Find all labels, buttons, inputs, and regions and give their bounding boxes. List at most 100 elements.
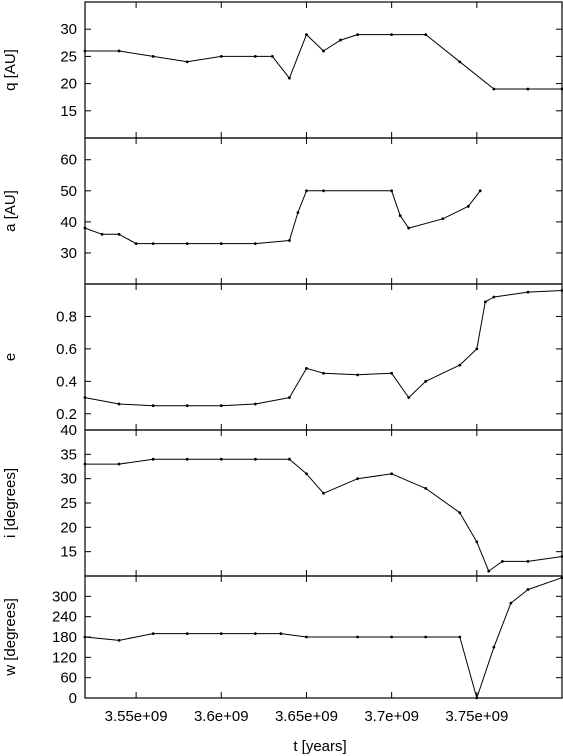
panel-a-point [134, 242, 138, 246]
panel-a: 30 40 50 60 a [AU] [2, 137, 563, 285]
panel-w-point [117, 638, 121, 642]
panel-e-point [492, 295, 496, 299]
panel-a-ytick-label: 40 [60, 214, 77, 231]
panel-i: 15 20 25 30 35 40 i [degrees] [2, 422, 563, 577]
panel-a-point [288, 239, 291, 242]
panel-e-series [84, 290, 563, 407]
panel-w-ytick-label: 300 [52, 588, 77, 605]
panel-i-ytick-label: 20 [60, 519, 77, 536]
panel-e-point [322, 371, 325, 375]
panel-q-point [526, 87, 530, 91]
panel-e-point [526, 290, 530, 294]
panel-i-point [151, 457, 155, 461]
panel-q-frame [84, 1, 563, 139]
panel-a-point [398, 214, 402, 218]
panel-i-point [560, 555, 563, 558]
panel-i-point [322, 491, 325, 495]
panel-e-point [117, 402, 121, 406]
panel-w-point [526, 588, 530, 591]
panel-q-point [185, 60, 189, 64]
panel-i-point [487, 569, 491, 573]
panel-a-point [117, 232, 121, 236]
panel-i-ytick-label: 35 [60, 446, 77, 463]
panel-w-point [356, 635, 359, 639]
panel-e-point [185, 404, 189, 408]
x-axis: 3.55e+09 3.6e+09 3.65e+09 3.7e+09 3.75e+09 [105, 708, 509, 725]
panel-e-point [305, 366, 308, 370]
xtick-label: 3.75e+09 [445, 708, 508, 725]
panel-q-ytick-label: 20 [60, 76, 77, 93]
panel-e-ytick-label: 0.8 [56, 308, 77, 325]
panel-e-point [483, 300, 487, 304]
xtick-label: 3.6e+09 [194, 708, 249, 725]
panel-i-point [253, 457, 257, 461]
panel-q-point [390, 33, 394, 37]
panel-q-point [339, 38, 342, 42]
panel-a-ylabel: a [AU] [2, 190, 19, 232]
panel-w-point [492, 645, 496, 649]
panel-a-point [478, 189, 482, 193]
panel-q-point [219, 55, 223, 58]
panel-q-ytick-label: 15 [60, 103, 77, 120]
panel-q-series [85, 34, 562, 90]
panel-w-point [305, 635, 308, 639]
panel-w-ytick-label: 240 [52, 609, 77, 626]
xtick-label: 3.55e+09 [105, 708, 168, 725]
panel-q: 15 20 25 30 q [AU] [2, 1, 563, 139]
panel-a-point [390, 189, 394, 193]
panel-e-point [475, 347, 479, 351]
panel-q-point [560, 87, 563, 91]
panel-w-point [475, 696, 479, 700]
panel-e-point [151, 404, 155, 408]
panel-w-ylabel: w [degrees] [2, 598, 19, 677]
panel-w-point [509, 601, 513, 605]
panel-e-point [288, 396, 291, 399]
panel-i-series [85, 458, 563, 572]
panel-e-point [83, 396, 87, 399]
panel-a-point [151, 242, 155, 246]
panel-a-point [407, 226, 411, 230]
panel-i-point [424, 487, 428, 490]
panel-i-ylabel: i [degrees] [2, 468, 19, 538]
panel-q-point [270, 55, 274, 58]
panel-q-point [322, 49, 325, 53]
panel-i-point [475, 540, 479, 544]
panel-e-ylabel: e [2, 353, 19, 361]
panel-q-point [288, 76, 291, 80]
panel-w-point [83, 635, 87, 639]
panel-w-point [560, 576, 563, 580]
panel-e-ytick-label: 0.2 [56, 406, 77, 423]
panel-i-point [500, 560, 504, 563]
panel-a-frame [84, 137, 563, 285]
panel-a-point [83, 226, 87, 230]
x-axis-label: t [years] [293, 738, 346, 755]
panel-e-point [407, 396, 411, 399]
panel-w-ytick-label: 60 [60, 670, 77, 687]
panel-i-point [390, 472, 394, 476]
panel-w: 0 60 120 180 240 300 w [degrees] [2, 575, 563, 707]
panel-i-point [117, 462, 121, 466]
panel-e: 0.2 0.4 0.6 0.8 e [2, 283, 563, 431]
panel-a-series [84, 190, 481, 245]
panel-a-point [322, 189, 325, 193]
panel-w-ytick-label: 180 [52, 629, 77, 646]
panel-i-ytick-label: 25 [60, 495, 77, 512]
panel-e-point [424, 379, 428, 383]
panel-a-ytick-label: 30 [60, 245, 77, 262]
panel-a-ytick-label: 60 [60, 152, 77, 169]
panel-e-point [356, 373, 359, 377]
panel-i-ytick-label: 40 [60, 422, 77, 439]
panel-a-point [219, 242, 223, 246]
panel-q-point [253, 55, 257, 58]
panel-e-point [390, 371, 394, 375]
panel-q-point [83, 49, 87, 53]
panel-i-point [526, 560, 530, 563]
panel-e-point [219, 404, 223, 408]
panel-w-point [279, 632, 283, 636]
panel-a-point [466, 204, 470, 208]
xtick-label: 3.65e+09 [275, 708, 338, 725]
panel-w-point [390, 635, 394, 639]
panel-e-frame [84, 283, 563, 431]
panel-a-point [441, 217, 445, 221]
